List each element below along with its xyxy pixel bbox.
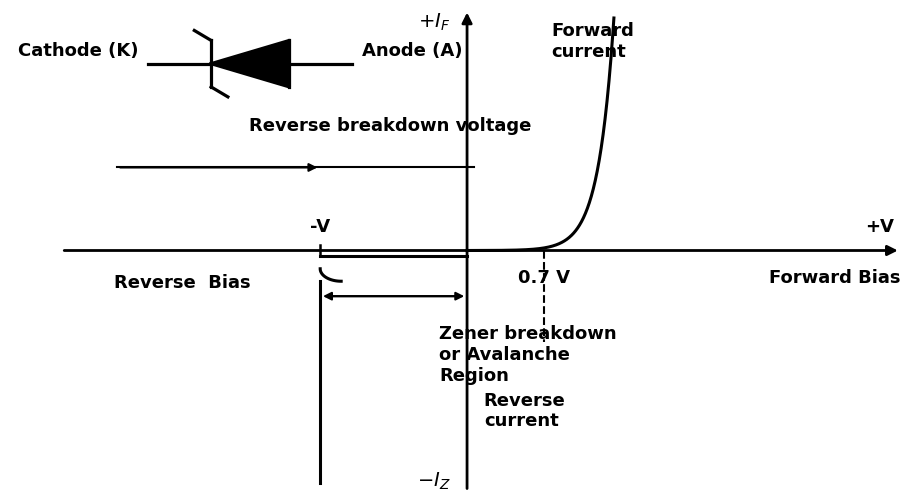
Text: Zener breakdown
or Avalanche
Region: Zener breakdown or Avalanche Region xyxy=(439,325,616,385)
Polygon shape xyxy=(211,41,289,87)
Text: Reverse  Bias: Reverse Bias xyxy=(114,274,250,292)
Text: +V: +V xyxy=(866,217,894,235)
Text: Reverse breakdown voltage: Reverse breakdown voltage xyxy=(249,117,531,135)
Text: $+I_F$: $+I_F$ xyxy=(419,12,451,33)
Text: -V: -V xyxy=(311,217,331,235)
Text: $-I_Z$: $-I_Z$ xyxy=(417,471,451,492)
Text: 0.7 V: 0.7 V xyxy=(518,269,570,287)
Text: Reverse
current: Reverse current xyxy=(484,392,565,430)
Text: Forward
current: Forward current xyxy=(551,22,634,61)
Text: Anode (A): Anode (A) xyxy=(362,42,463,60)
Text: Forward Bias: Forward Bias xyxy=(769,269,900,287)
Text: Cathode (K): Cathode (K) xyxy=(18,42,138,60)
